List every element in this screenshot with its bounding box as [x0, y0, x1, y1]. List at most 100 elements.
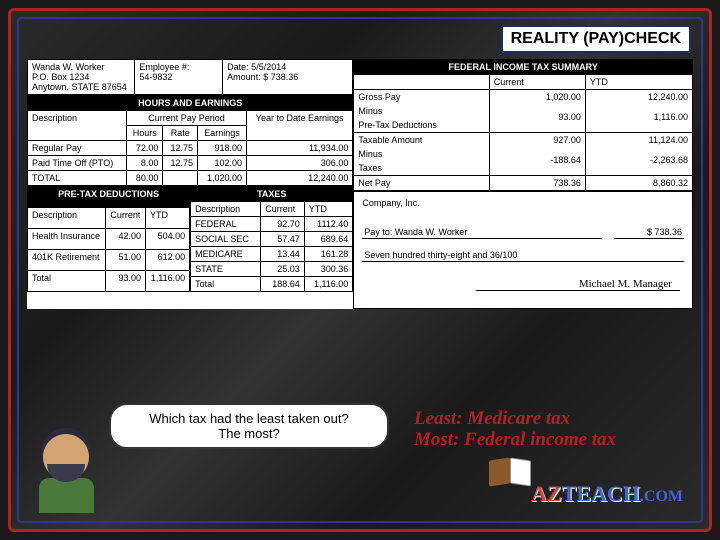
cell: Minus [354, 104, 489, 118]
col-ytd2: YTD [585, 75, 692, 90]
fed-header: FEDERAL INCOME TAX SUMMARY [354, 60, 693, 75]
logo-part3: .COM [640, 488, 683, 505]
avatar-icon [29, 426, 104, 511]
col-desc: Description [191, 202, 261, 217]
question-line2: The most? [125, 426, 373, 441]
cell: 92.70 [261, 217, 305, 232]
cell: 11,934.00 [246, 141, 352, 156]
logo-part2: TEACH [562, 481, 640, 506]
cell: Minus [354, 147, 489, 161]
cell: Pre-Tax Deductions [354, 118, 489, 133]
inner-frame: REALITY (PAY)CHECK Wanda W. WorkerP.O. B… [17, 17, 703, 523]
book-icon [489, 459, 531, 485]
cell: Health Insurance [28, 229, 106, 250]
col-current: Current [106, 208, 146, 229]
hours-header: HOURS AND EARNINGS [28, 96, 353, 111]
cell: 25.03 [261, 262, 305, 277]
company: Company, Inc. [356, 196, 690, 210]
emp-name: Wanda W. Worker [32, 62, 105, 72]
cell: 927.00 [553, 135, 581, 145]
cell: 102.00 [198, 156, 247, 171]
cell: 1,116.00 [146, 271, 190, 292]
cell: STATE [191, 262, 261, 277]
cell: 401K Retirement [28, 250, 106, 271]
col-hours: Hours [127, 126, 163, 141]
col-desc: Description [28, 111, 127, 141]
cell: 1,116.00 [654, 112, 688, 122]
col-current: Current [489, 75, 585, 90]
amount: Amount: $ 738.36 [227, 72, 298, 82]
cell: 8,860.32 [585, 176, 692, 191]
col-cpp: Current Pay Period [127, 111, 247, 126]
cell: Taxable Amount [354, 133, 489, 148]
col-rate: Rate [163, 126, 198, 141]
cell: 12.75 [163, 156, 198, 171]
cell: 612.00 [146, 250, 190, 271]
cell: 93.00 [558, 112, 581, 122]
col-ytd2: YTD [146, 208, 190, 229]
empnum-label: Employee #: [139, 62, 189, 72]
cell: -2,263.68 [650, 155, 688, 165]
cell: 11,124.00 [649, 135, 688, 145]
cell: 8.00 [127, 156, 163, 171]
cell: 93.00 [106, 271, 146, 292]
cell: -188.64 [550, 155, 581, 165]
col-desc: Description [28, 208, 106, 229]
col-earn: Earnings [198, 126, 247, 141]
cell: 12,240.00 [246, 171, 352, 186]
slide-title: REALITY (PAY)CHECK [501, 25, 691, 53]
cell: 188.64 [261, 277, 305, 292]
cell: 1,020.00 [198, 171, 247, 186]
cell: 42.00 [106, 229, 146, 250]
cell: 504.00 [146, 229, 190, 250]
cell: Paid Time Off (PTO) [28, 156, 127, 171]
hours-earnings-table: HOURS AND EARNINGS DescriptionCurrent Pa… [27, 95, 353, 186]
cell: 1112.40 [304, 217, 353, 232]
answer-line1: Least: Medicare tax [414, 409, 616, 430]
cell [163, 171, 198, 186]
employee-info-table: Wanda W. WorkerP.O. Box 1234Anytown, STA… [27, 59, 353, 95]
pretax-table: PRE-TAX DEDUCTIONS DescriptionCurrentYTD… [27, 186, 190, 292]
payto: Wanda W. Worker [395, 227, 468, 237]
check-area: Company, Inc. Pay to: Wanda W. Worker $ … [353, 191, 693, 309]
cell: 738.36 [489, 176, 585, 191]
cell: 51.00 [106, 250, 146, 271]
emp-addr2: Anytown, STATE 87654 [32, 82, 127, 92]
answer-text: Least: Medicare tax Most: Federal income… [414, 409, 616, 451]
cell: 72.00 [127, 141, 163, 156]
cell: Total [28, 271, 106, 292]
date: Date: 5/5/2014 [227, 62, 286, 72]
cell: 300.36 [304, 262, 353, 277]
emp-addr1: P.O. Box 1234 [32, 72, 89, 82]
cell: 80.00 [127, 171, 163, 186]
pretax-header: PRE-TAX DEDUCTIONS [28, 187, 190, 208]
paystub: Wanda W. WorkerP.O. Box 1234Anytown, STA… [27, 59, 693, 309]
cell: Gross Pay [354, 90, 489, 105]
cell: 161.28 [304, 247, 353, 262]
signature: Michael M. Manager [476, 278, 680, 291]
cell: 1,116.00 [304, 277, 353, 292]
cell: MEDICARE [191, 247, 261, 262]
empnum: 54-9832 [139, 72, 172, 82]
cell: 57.47 [261, 232, 305, 247]
cell: 1,020.00 [546, 92, 581, 102]
col-ytd: Year to Date Earnings [246, 111, 352, 141]
answer-line2: Most: Federal income tax [414, 430, 616, 451]
outer-frame: REALITY (PAY)CHECK Wanda W. WorkerP.O. B… [8, 8, 712, 532]
cell: 12,240.00 [648, 92, 688, 102]
amount-words: Seven hundred thirty-eight and 36/100 [362, 249, 684, 262]
cell: 306.00 [246, 156, 352, 171]
cell: 918.00 [198, 141, 247, 156]
payto-label: Pay to: [364, 227, 392, 237]
col-ytd2: YTD [304, 202, 353, 217]
cell: SOCIAL SEC [191, 232, 261, 247]
cell: FEDERAL [191, 217, 261, 232]
cell: Taxes [354, 161, 489, 176]
summary-table: FEDERAL INCOME TAX SUMMARY CurrentYTD Gr… [353, 59, 693, 191]
cell: Total [191, 277, 261, 292]
cell: 689.64 [304, 232, 353, 247]
cell: 13.44 [261, 247, 305, 262]
cell: 12.75 [163, 141, 198, 156]
logo: AZTEACH.COM [531, 481, 683, 507]
cell: TOTAL [28, 171, 127, 186]
